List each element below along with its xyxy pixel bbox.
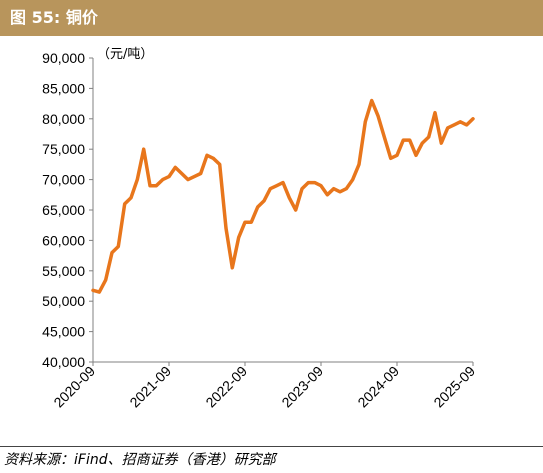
y-tick-label: 40,000 <box>42 354 85 370</box>
y-tick-label: 85,000 <box>42 80 85 96</box>
figure-header: 图 55: 铜价 <box>0 0 543 36</box>
x-tick-label: 2025-09 <box>430 363 478 411</box>
y-tick-label: 80,000 <box>42 111 85 127</box>
y-tick-label: 45,000 <box>42 324 85 340</box>
figure-title: 铜价 <box>65 8 98 27</box>
y-tick-label: 70,000 <box>42 172 85 188</box>
y-axis-ticks: 40,000 45,000 50,000 55,000 60,000 65,000 70,0… <box>42 50 93 370</box>
copper-price-chart: 40,000 45,000 50,000 55,000 60,000 65,000 70,0… <box>42 47 478 410</box>
y-tick-label: 50,000 <box>42 293 85 309</box>
x-tick-label: 2024-09 <box>354 363 402 411</box>
x-tick-label: 2022-09 <box>202 363 250 411</box>
series-layer <box>91 98 475 294</box>
copper-price-line <box>91 98 475 294</box>
figure-number: 图 55: <box>10 8 61 27</box>
x-tick-label: 2023-09 <box>278 363 326 411</box>
y-tick-label: 65,000 <box>42 202 85 218</box>
source-note: 资料来源：iFind、招商证券（香港）研究部 <box>4 452 276 468</box>
footer-divider <box>0 446 543 447</box>
y-tick-label: 90,000 <box>42 50 85 66</box>
y-tick-label: 60,000 <box>42 232 85 248</box>
y-tick-label: 75,000 <box>42 141 85 157</box>
y-tick-label: 55,000 <box>42 263 85 279</box>
x-tick-label: 2021-09 <box>126 363 174 411</box>
unit-label: （元/吨） <box>97 47 153 62</box>
x-axis-ticks: 2020-09 2021-09 2022-09 2023-09 2024-09 2025-… <box>50 362 478 410</box>
chart-axes <box>92 58 473 363</box>
